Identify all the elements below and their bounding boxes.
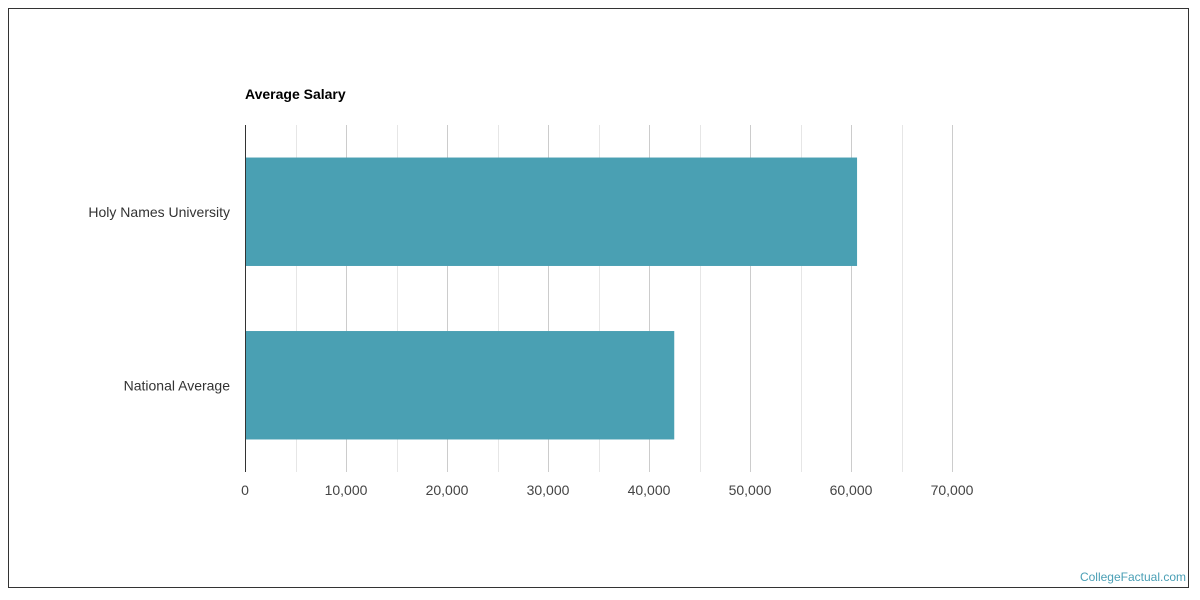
bar-holy-names-university xyxy=(245,157,858,266)
x-tick-label: 40,000 xyxy=(628,482,671,498)
x-tick-labels: 0 10,000 20,000 30,000 40,000 50,000 60,000 70,… xyxy=(241,482,974,498)
x-tick-label: 70,000 xyxy=(931,482,974,498)
x-tick-label: 30,000 xyxy=(527,482,570,498)
x-tick-label: 60,000 xyxy=(830,482,873,498)
x-tick-label: 20,000 xyxy=(426,482,469,498)
category-labels: Holy Names University National Average xyxy=(88,204,230,394)
watermark-link[interactable]: CollegeFactual.com xyxy=(1079,570,1186,584)
category-label: Holy Names University xyxy=(88,204,230,220)
x-tick-label: 10,000 xyxy=(325,482,368,498)
x-tick-label: 50,000 xyxy=(729,482,772,498)
chart-title: Average Salary xyxy=(245,86,346,102)
chart-frame xyxy=(8,8,1189,588)
category-label: National Average xyxy=(124,377,231,393)
bar-national-average xyxy=(245,331,675,440)
bars xyxy=(245,157,858,440)
x-tick-label: 0 xyxy=(241,482,249,498)
